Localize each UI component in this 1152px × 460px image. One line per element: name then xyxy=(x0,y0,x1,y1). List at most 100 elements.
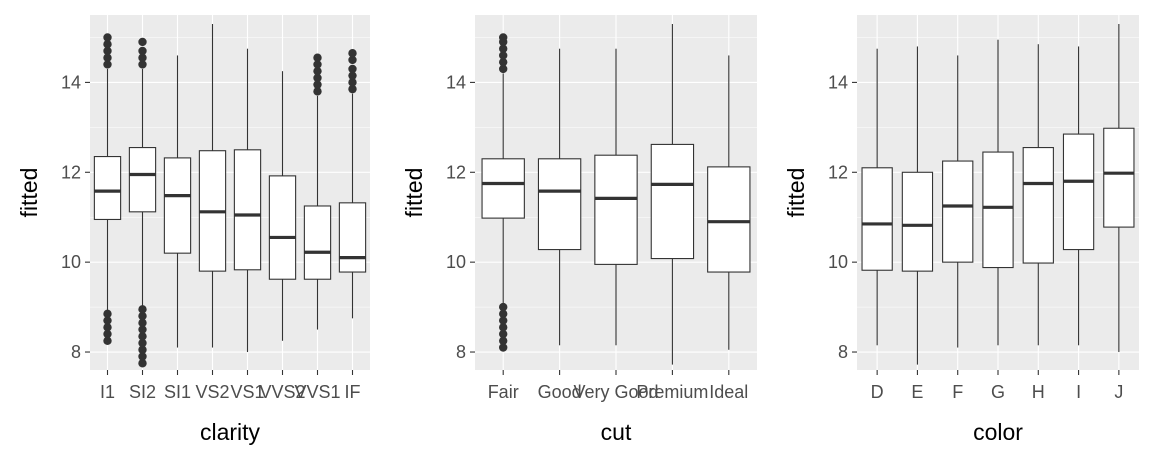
iqr-box xyxy=(1022,147,1054,264)
x-tick-label: Ideal xyxy=(709,382,748,402)
box-fair xyxy=(481,33,525,352)
x-tick-label: E xyxy=(911,382,923,402)
x-tick-label: J xyxy=(1114,382,1123,402)
box-very-good xyxy=(594,48,638,346)
x-tick-label: VS1 xyxy=(230,382,264,402)
outlier-point xyxy=(313,87,322,96)
iqr-box xyxy=(901,171,934,272)
iqr-box xyxy=(233,149,262,271)
box-vs1 xyxy=(233,48,262,353)
x-tick-label: G xyxy=(991,382,1005,402)
box-si2 xyxy=(128,37,157,368)
outlier-point xyxy=(499,336,508,345)
outlier-point xyxy=(138,53,147,62)
x-axis-title: clarity xyxy=(200,419,261,445)
x-tick-label: Very Good xyxy=(573,382,658,402)
x-tick-label: VS2 xyxy=(195,382,229,402)
outlier-point xyxy=(499,33,508,42)
x-tick-label: SI2 xyxy=(129,382,156,402)
outlier-point xyxy=(103,33,112,42)
box-vvs2 xyxy=(268,71,297,341)
outlier-point xyxy=(138,352,147,361)
x-tick-label: SI1 xyxy=(164,382,191,402)
iqr-box xyxy=(128,147,157,213)
box-i1 xyxy=(93,33,122,345)
box-vs2 xyxy=(198,23,227,348)
outlier-point xyxy=(499,323,508,332)
iqr-box xyxy=(982,151,1014,269)
outlier-point xyxy=(103,46,112,56)
iqr-box xyxy=(537,158,582,251)
iqr-box xyxy=(1103,127,1135,228)
iqr-box xyxy=(650,143,695,260)
box-si1 xyxy=(163,55,192,348)
x-tick-label: Good xyxy=(538,382,582,402)
x-tick-label: F xyxy=(952,382,963,402)
iqr-box xyxy=(1062,133,1095,251)
outlier-point xyxy=(138,46,147,56)
box-d xyxy=(861,48,893,346)
outlier-point xyxy=(103,309,112,319)
outlier-point xyxy=(348,55,357,65)
box-h xyxy=(1022,44,1054,346)
outlier-point xyxy=(138,332,147,341)
outlier-point xyxy=(138,311,147,321)
iqr-box xyxy=(481,158,525,219)
outlier-point xyxy=(499,57,508,67)
y-tick-label: 8 xyxy=(71,342,81,362)
y-tick-label: 14 xyxy=(446,72,466,92)
iqr-box xyxy=(93,156,122,221)
y-tick-label: 10 xyxy=(61,252,81,272)
outlier-point xyxy=(138,338,147,348)
outlier-point xyxy=(138,345,147,354)
outlier-point xyxy=(103,323,112,332)
outlier-point xyxy=(499,51,508,60)
outlier-point xyxy=(313,73,322,83)
x-axis-title: color xyxy=(973,419,1023,445)
outlier-point xyxy=(499,316,508,325)
outlier-point xyxy=(499,329,508,339)
x-tick-label: VVS1 xyxy=(294,382,340,402)
y-axis-title: fitted xyxy=(783,168,809,218)
outlier-point xyxy=(348,71,357,80)
box-premium xyxy=(650,23,695,365)
outlier-point xyxy=(348,84,357,94)
outlier-point xyxy=(103,40,112,49)
iqr-box xyxy=(861,167,893,271)
y-tick-label: 12 xyxy=(446,162,466,182)
box-good xyxy=(537,48,582,346)
outlier-point xyxy=(499,343,508,352)
box-f xyxy=(942,55,974,348)
x-tick-label: VVS2 xyxy=(259,382,305,402)
iqr-box xyxy=(594,154,638,265)
outlier-point xyxy=(138,325,147,334)
outlier-point xyxy=(348,64,357,74)
x-tick-label: Fair xyxy=(488,382,519,402)
box-ideal xyxy=(707,55,751,350)
y-tick-label: 8 xyxy=(838,342,848,362)
y-tick-label: 12 xyxy=(828,162,848,182)
x-tick-label: Premium xyxy=(636,382,708,402)
outlier-point xyxy=(138,37,147,47)
x-tick-label: H xyxy=(1032,382,1045,402)
outlier-point xyxy=(348,48,357,58)
outlier-point xyxy=(313,60,322,69)
outlier-point xyxy=(138,318,147,328)
y-tick-label: 12 xyxy=(61,162,81,182)
outlier-point xyxy=(499,44,508,53)
iqr-box xyxy=(942,160,974,263)
x-tick-label: I xyxy=(1076,382,1081,402)
outlier-point xyxy=(348,78,357,87)
box-i xyxy=(1062,46,1095,346)
iqr-box xyxy=(163,157,192,254)
box-if xyxy=(338,48,367,319)
box-j xyxy=(1103,23,1135,353)
outlier-point xyxy=(138,305,147,314)
iqr-box xyxy=(268,175,297,280)
iqr-box xyxy=(707,166,751,273)
y-tick-label: 10 xyxy=(446,252,466,272)
outlier-point xyxy=(103,53,112,62)
